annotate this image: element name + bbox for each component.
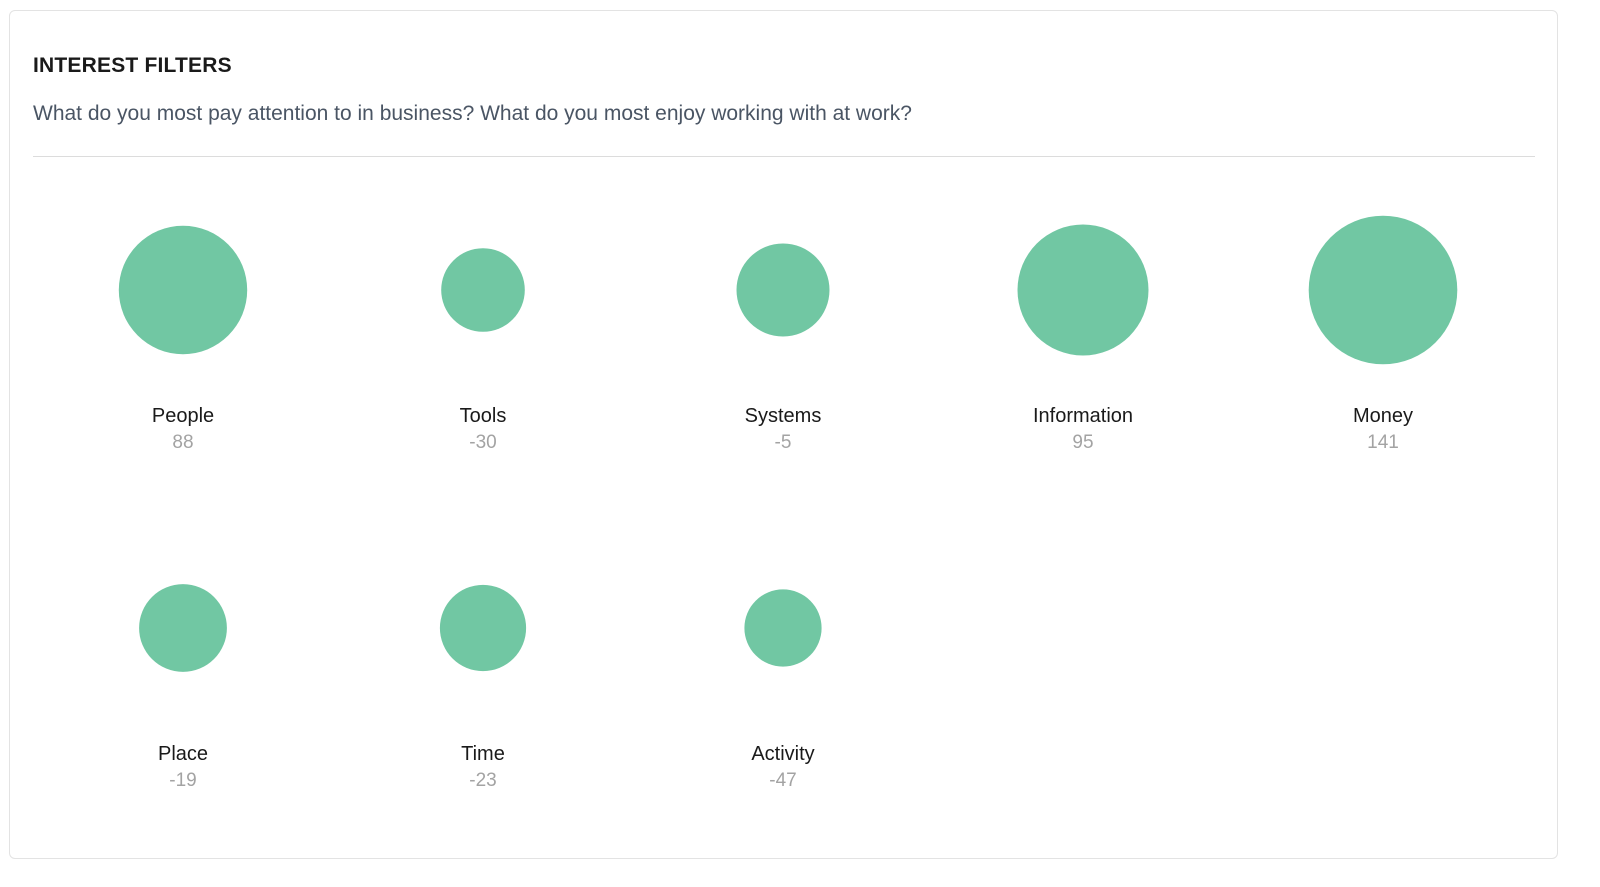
bubble-value-people: 88: [172, 432, 194, 453]
bubble-value-place: -19: [169, 770, 197, 791]
divider: [33, 156, 1535, 157]
bubble-label-people: People: [151, 405, 215, 427]
bubble-chart: [118, 215, 1458, 672]
bubble-label-activity: Activity: [751, 743, 815, 765]
bubble-activity: [744, 589, 822, 667]
bubble-label-tools: Tools: [459, 405, 507, 427]
bubble-value-money: 141: [1367, 432, 1399, 453]
bubble-value-tools: -30: [469, 432, 497, 453]
bubble-label-place: Place: [157, 743, 209, 765]
bubble-value-activity: -47: [769, 770, 797, 791]
bubble-value-information: 95: [1072, 432, 1094, 453]
card-subtitle: What do you most pay attention to in bus…: [33, 102, 912, 125]
bubble-systems: [736, 243, 830, 337]
bubble-value-time: -23: [469, 770, 497, 791]
bubble-people: [118, 225, 248, 355]
bubble-tools: [441, 248, 525, 332]
bubble-information: [1017, 224, 1149, 356]
bubble-label-information: Information: [1032, 405, 1134, 427]
bubble-place: [139, 584, 227, 672]
bubble-time: [439, 584, 527, 672]
bubble-label-time: Time: [461, 743, 505, 765]
card-title: INTEREST FILTERS: [33, 54, 232, 77]
bubble-money: [1308, 215, 1458, 365]
bubble-label-systems: Systems: [744, 405, 822, 427]
bubble-value-systems: -5: [774, 432, 792, 453]
bubble-label-money: Money: [1352, 405, 1414, 427]
interest-filters-card: INTEREST FILTERS What do you most pay at…: [9, 10, 1558, 859]
